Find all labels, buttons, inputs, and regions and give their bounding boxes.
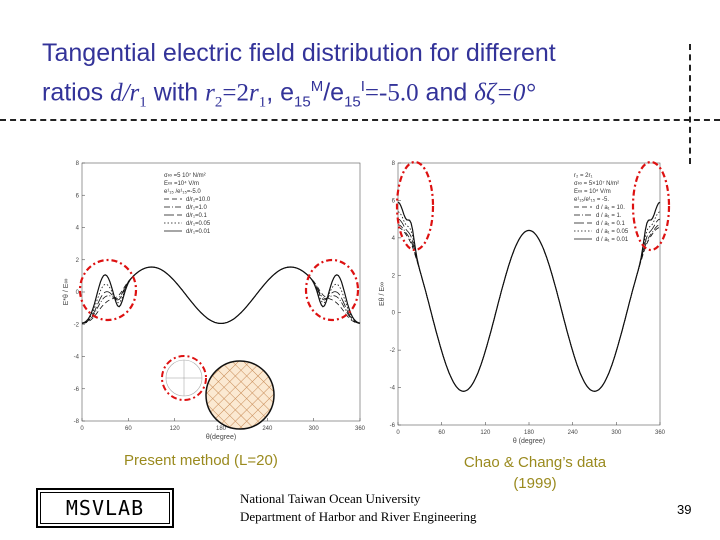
footer-line-2: Department of Harbor and River Engineeri… [240, 509, 477, 524]
footer-affiliation: National Taiwan Ocean University Departm… [240, 490, 476, 526]
x-tick-label: 120 [480, 430, 491, 436]
y-tick-label: 6 [76, 193, 80, 199]
legend-header: r₂ = 2r₁ [574, 173, 593, 179]
x-axis-label: θ(degree) [206, 434, 236, 441]
legend-entry: d/r₁=10.0 [186, 197, 211, 203]
x-tick-label: 180 [216, 426, 227, 432]
caption-chao-chang: Chao & Chang’s data (1999) [463, 454, 607, 492]
y-tick-label: -6 [74, 387, 80, 393]
highlight-circle [78, 258, 138, 322]
legend-entry: d / a₁ = 1. [596, 213, 622, 219]
legend-entry: d / a₁ = 10. [596, 205, 625, 211]
highlight-circle [161, 355, 207, 401]
x-tick-label: 60 [438, 430, 445, 436]
x-tick-label: 180 [524, 430, 535, 436]
y-tick-label: 2 [76, 258, 80, 264]
series-line [397, 224, 661, 392]
series-line [397, 227, 661, 392]
series-group [81, 266, 361, 324]
y-tick-label: -8 [74, 419, 80, 425]
plot-frame [397, 162, 661, 426]
y-tick-label: 6 [392, 198, 396, 204]
x-axis-label: θ (degree) [513, 438, 545, 445]
legend-entry: d / a₁ = 0.1 [596, 221, 626, 227]
title-line-2: ratios d/r1 with r2=2r1, e15M/e15I=-5.0 … [42, 78, 536, 111]
legend-entry: d/r₁=1.0 [186, 205, 208, 211]
series-line [397, 218, 661, 392]
x-tick-label: 360 [355, 426, 366, 432]
y-tick-label: 4 [392, 236, 396, 242]
x-tick-label: 120 [170, 426, 181, 432]
outer-inclusion-circle [205, 360, 275, 430]
msvlab-logo: MSVLAB [36, 488, 174, 528]
dashed-divider-vertical [689, 44, 691, 164]
y-tick-label: -2 [390, 348, 396, 354]
legend-entry: d / a₁ = 0.01 [596, 237, 629, 243]
highlight-circle [304, 258, 360, 322]
caption-present-method: Present method (L=20) [124, 452, 278, 469]
y-tick-label: 2 [392, 273, 396, 279]
y-tick-label: 8 [76, 161, 80, 167]
y-tick-label: -2 [74, 322, 80, 328]
legend-header: e¹₁₅ /e¹₁₅=-5.0 [164, 189, 201, 195]
legend: σ∞ =5 10⁷ N/m²E∞ =10⁴ V/m e¹₁₅ /e¹₁₅=-5.0… [164, 172, 211, 235]
x-tick-label: 60 [125, 426, 132, 432]
legend-header: e¹₁₅/e¹₁₅ = -5. [574, 197, 609, 203]
series-group [397, 201, 661, 392]
highlight-circle [395, 160, 435, 252]
y-tick-label: -4 [74, 355, 80, 361]
y-tick-label: 0 [76, 290, 80, 296]
y-tick-label: -6 [390, 423, 396, 429]
y-tick-label: 4 [76, 226, 80, 232]
x-tick-label: 300 [309, 426, 320, 432]
title-line-1: Tangential electric field distribution f… [42, 39, 556, 67]
x-tick-label: 240 [262, 426, 273, 432]
slide-title: Tangential electric field distribution f… [42, 36, 682, 119]
legend-header: E∞ =10⁴ V/m [164, 180, 199, 187]
page-number: 39 [677, 502, 692, 517]
plot-axes: 0 60 120 180 240 300 360 -6 -4 -2 0 2 4 6 8 θ (degree) E… [379, 161, 666, 445]
highlight-circle [631, 160, 671, 252]
x-tick-label: 0 [396, 430, 400, 436]
legend-entry: d/r₁=0.1 [186, 213, 208, 219]
y-tick-label: 0 [392, 311, 396, 317]
legend-entry: d/r₁=0.01 [186, 229, 211, 235]
legend-header: σ∞ = 5×10⁷ N/m² [574, 180, 619, 187]
chart-present-method: 0 60 120 180 240 300 360 -8 -6 -4 -2 0 2 4 6 8 θ(degree)… [63, 161, 366, 441]
x-tick-label: 300 [611, 430, 622, 436]
series-line [397, 201, 661, 392]
x-tick-label: 240 [568, 430, 579, 436]
logo-text: MSVLAB [65, 496, 145, 520]
footer-line-1: National Taiwan Ocean University [240, 491, 421, 506]
legend-header: σ∞ =5 10⁷ N/m² [164, 172, 206, 179]
dashed-divider-horizontal [0, 119, 720, 121]
legend-header: E∞ = 10⁴ V/m [574, 188, 611, 195]
y-tick-label: -4 [390, 386, 396, 392]
y-axis-label: E*θ / E∞ [63, 279, 70, 306]
series-line [81, 266, 361, 324]
x-tick-label: 360 [655, 430, 666, 436]
y-tick-label: 8 [392, 161, 396, 167]
legend-entry: d/r₁=0.05 [186, 221, 211, 227]
x-tick-label: 0 [80, 426, 84, 432]
y-axis-label: Eθ / E∞ [379, 282, 386, 306]
legend-entry: d / a₁ = 0.05 [596, 229, 629, 235]
chart-chao-chang: 0 60 120 180 240 300 360 -6 -4 -2 0 2 4 6 8 θ (degree) E… [379, 160, 671, 445]
